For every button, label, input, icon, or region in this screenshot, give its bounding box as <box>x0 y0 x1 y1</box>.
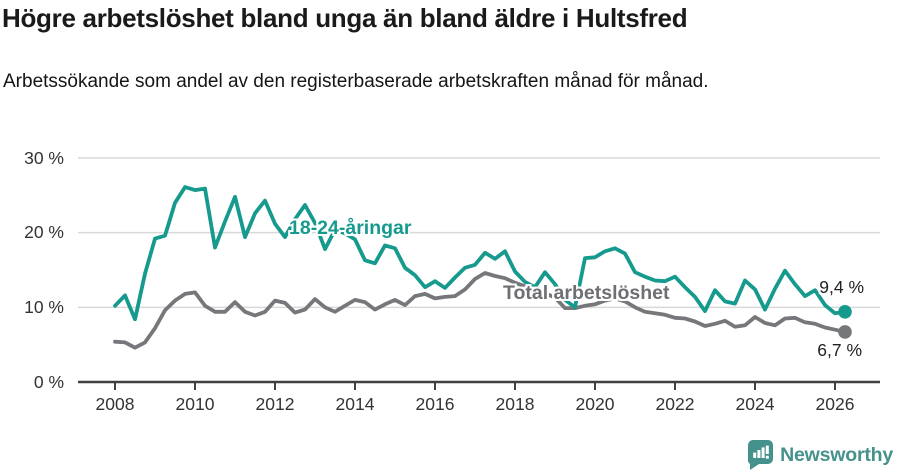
x-tick-label-2014: 2014 <box>335 394 375 414</box>
y-tick-label-20: 20 % <box>24 222 64 243</box>
chart-subtitle: Arbetssökande som andel av den registerb… <box>3 71 709 92</box>
end-dot-total <box>838 325 852 339</box>
x-tick-label-2022: 2022 <box>655 394 695 414</box>
x-tick-label-2026: 2026 <box>815 394 855 414</box>
x-tick-label-2018: 2018 <box>495 394 535 414</box>
series-line-total <box>113 271 847 350</box>
series-label-youth: 18-24-åringar <box>289 217 412 239</box>
page-title: Högre arbetslöshet bland unga än bland ä… <box>2 3 688 33</box>
x-tick-label-2016: 2016 <box>415 394 455 414</box>
newsworthy-icon <box>748 440 774 470</box>
end-value-total: 6,7 % <box>817 340 862 360</box>
series-line-youth <box>113 185 847 322</box>
newsworthy-logo: Newsworthy <box>747 440 893 470</box>
end-value-youth: 9,4 % <box>819 277 864 297</box>
x-tick-label-2010: 2010 <box>175 394 215 414</box>
series-label-total: Total arbetslöshet <box>503 282 670 304</box>
x-tick-label-2008: 2008 <box>95 394 135 414</box>
newsworthy-wordmark: Newsworthy <box>780 443 893 466</box>
x-tick-label-2024: 2024 <box>735 394 775 414</box>
x-tick-label-2020: 2020 <box>575 394 615 414</box>
y-tick-label-30: 30 % <box>24 147 64 168</box>
y-tick-label-0: 0 % <box>33 371 64 392</box>
x-tick-label-2012: 2012 <box>255 394 295 414</box>
end-dot-youth <box>838 305 852 319</box>
y-tick-label-10: 10 % <box>24 296 64 317</box>
